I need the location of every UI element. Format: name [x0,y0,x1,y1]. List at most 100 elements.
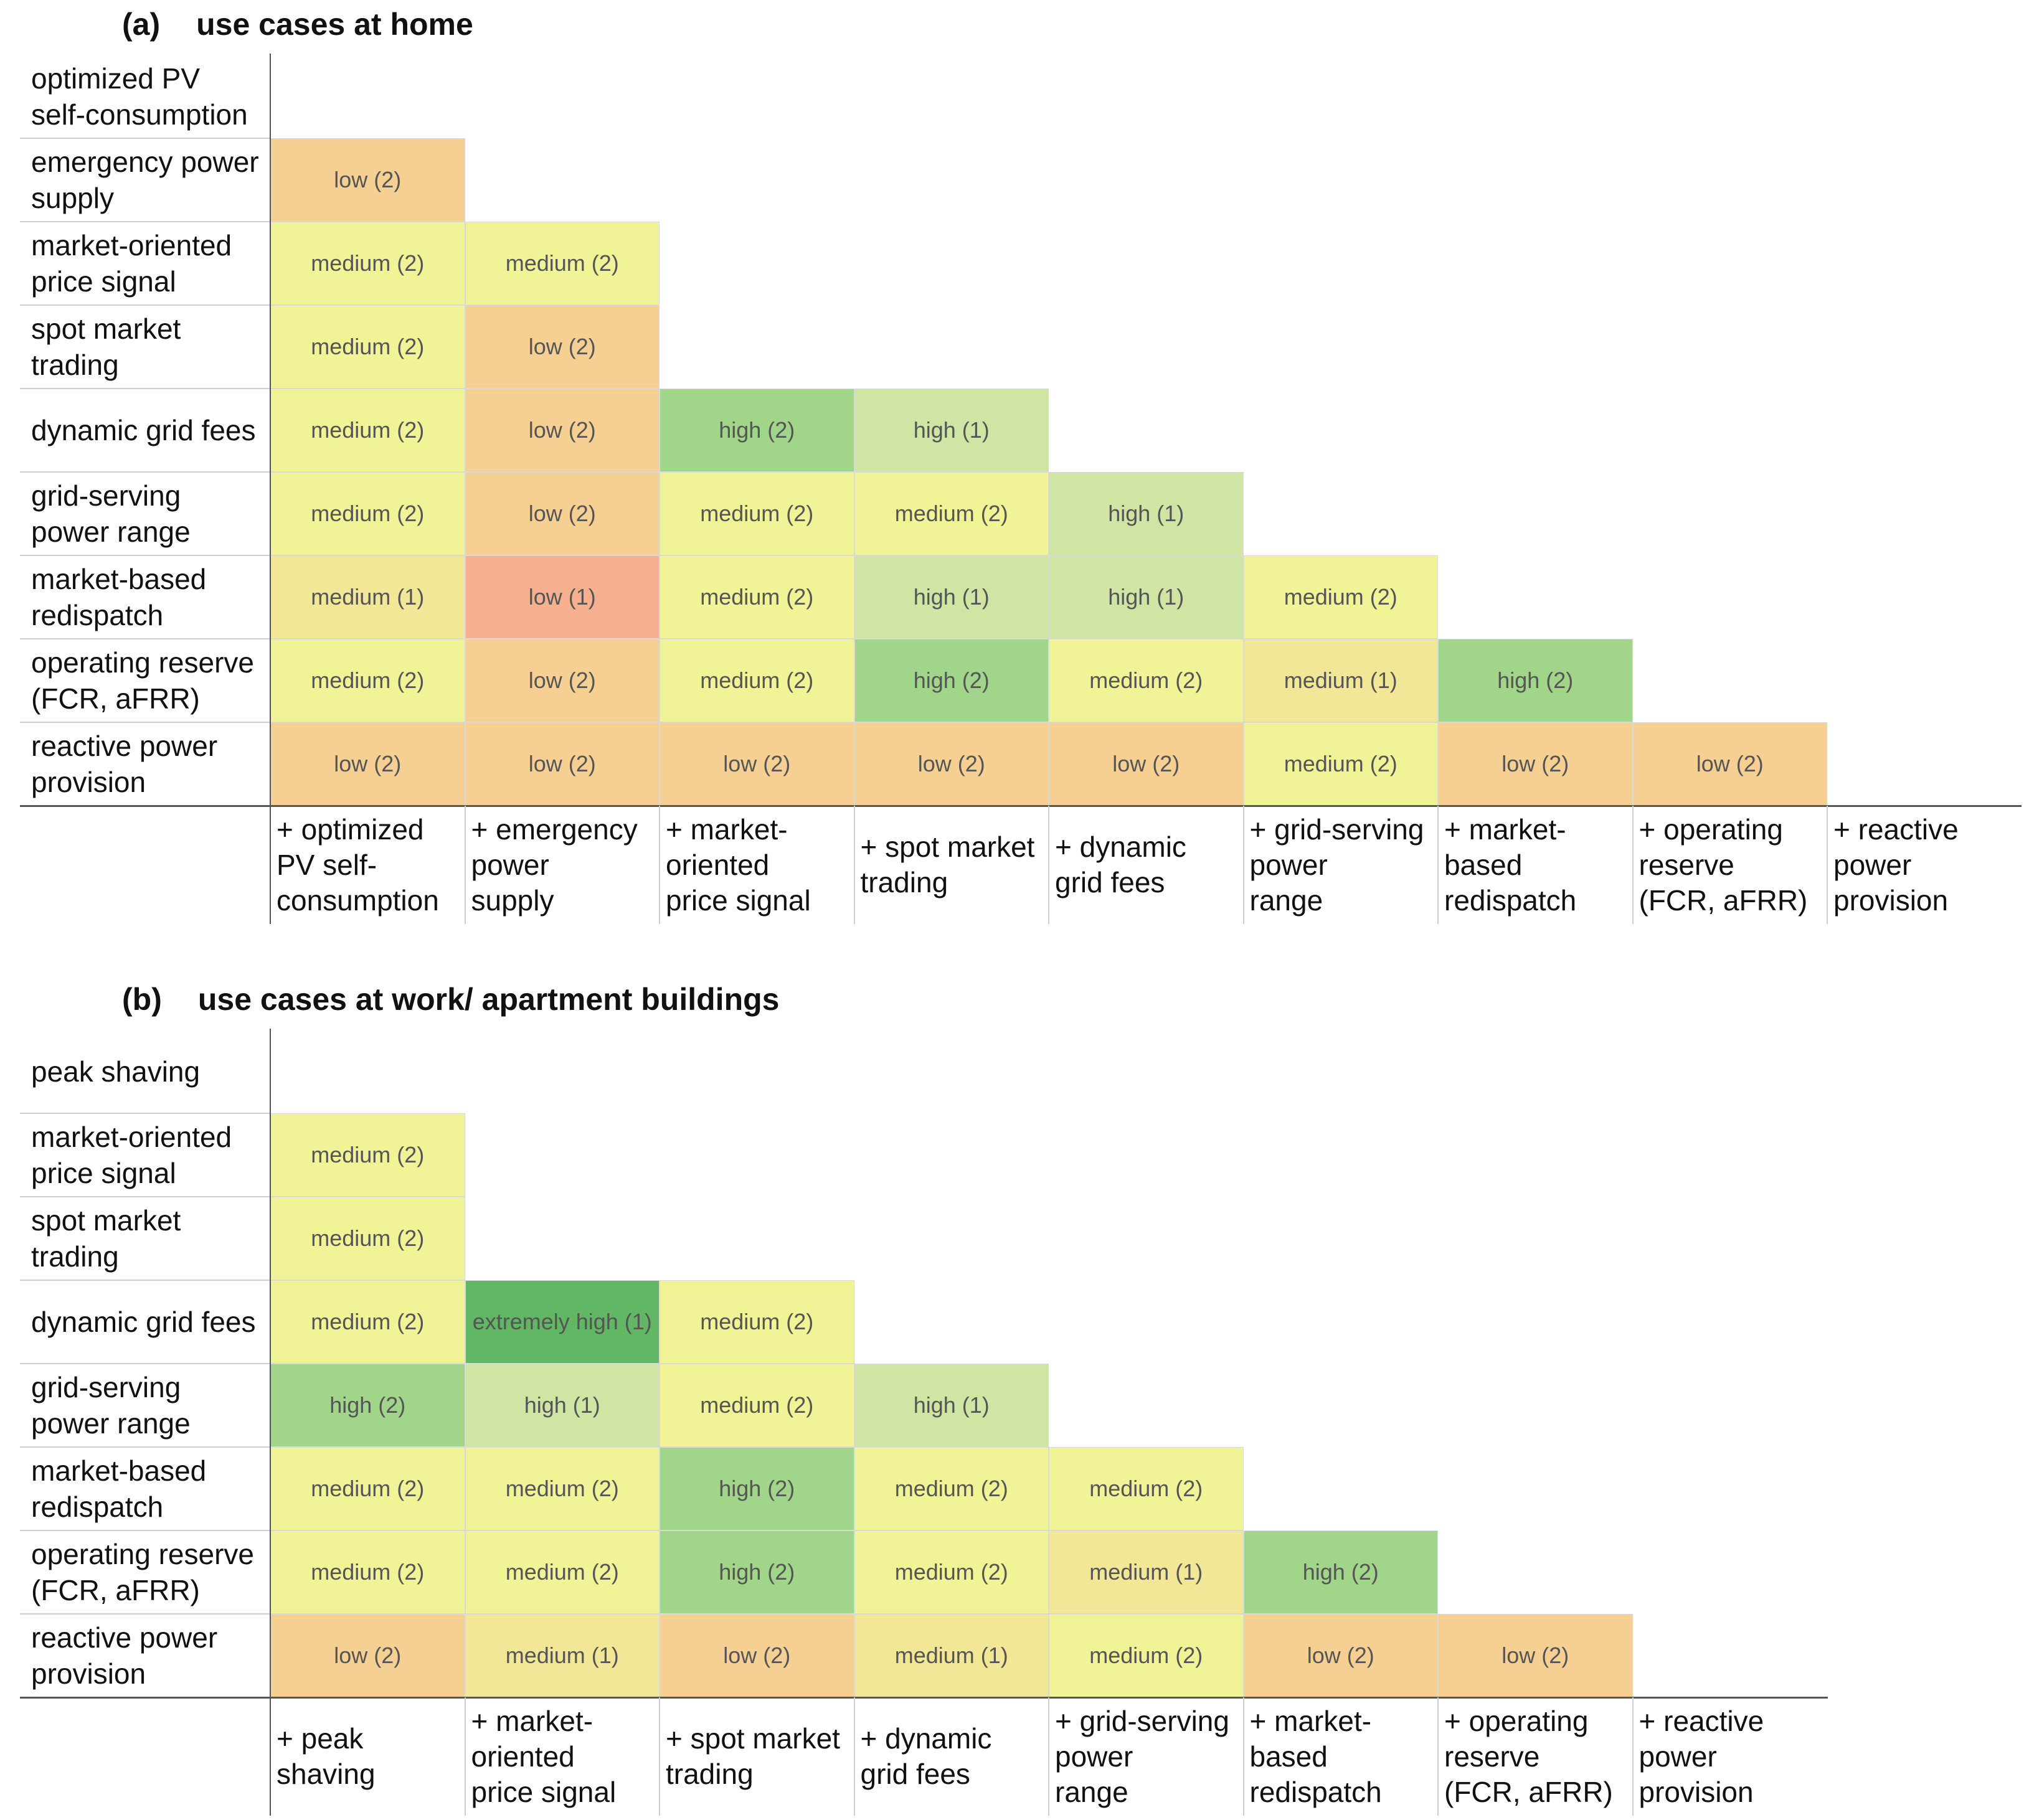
row-separator [20,1280,270,1281]
row-separator [20,304,270,306]
horizontal-axis-line [20,1697,1828,1699]
row-label-text: operating reserve (FCR, aFRR) [31,646,254,715]
panel-label: (a) [122,7,161,42]
panel-label: (b) [122,982,162,1017]
heatmap-cell: low (2) [465,389,660,472]
heatmap-cell: medium (1) [1049,1530,1244,1614]
heatmap-cell: high (1) [1049,555,1244,639]
column-divider [1048,1697,1049,1816]
row-label: emergency power supply [31,138,268,222]
heatmap-cell: high (2) [1243,1530,1438,1614]
heatmap-cell: medium (2) [270,639,465,722]
column-divider [1437,806,1439,924]
column-label-text: + dynamic grid fees [1055,831,1186,898]
column-label-text: + market- based redispatch [1444,813,1577,917]
row-label-text: dynamic grid fees [31,1306,256,1338]
row-separator [20,221,270,222]
heatmap-cell: high (1) [1049,472,1244,555]
heatmap-cell: medium (2) [270,1197,465,1280]
horizontal-axis-line [20,805,2022,807]
vertical-axis-line [270,54,271,806]
column-label-text: + reactive power provision [1639,1704,1764,1808]
column-label: + market- based redispatch [1444,809,1630,920]
heatmap-cell: medium (2) [270,1530,465,1614]
heatmap-cell: low (2) [1243,1614,1438,1697]
panel-title-text: use cases at home [196,7,473,42]
heatmap-cell: low (2) [1632,722,1827,806]
panel-title-text: use cases at work/ apartment buildings [197,982,780,1017]
column-divider [464,806,466,924]
column-label: + emergency power supply [471,809,658,920]
row-label: dynamic grid fees [31,389,268,472]
row-label: reactive power provision [31,722,268,806]
row-label-text: market-oriented price signal [31,1121,232,1189]
heatmap-cell: medium (2) [270,222,465,305]
row-separator [20,1446,270,1448]
column-label: + reactive power provision [1833,809,2020,920]
heatmap-cell: high (1) [465,1364,660,1447]
column-label: + grid-serving power range [1055,1701,1241,1812]
heatmap-cell: low (2) [1438,722,1633,806]
column-divider [464,1697,466,1816]
column-divider [1632,806,1634,924]
row-label: optimized PV self-consumption [31,55,268,138]
row-label: reactive power provision [31,1614,268,1697]
heatmap-cell: low (2) [465,472,660,555]
row-label-text: grid-serving power range [31,479,191,548]
heatmap-cell: high (2) [660,389,854,472]
heatmap-cell: low (2) [270,138,465,222]
column-divider [270,806,271,924]
column-label-text: + optimized PV self- consumption [277,813,439,917]
heatmap-cell: medium (2) [1049,1614,1244,1697]
column-divider [1632,1697,1634,1816]
heatmap-cell: high (2) [270,1364,465,1447]
row-separator [20,1363,270,1364]
column-label: + operating reserve (FCR, aFRR) [1639,809,1825,920]
row-separator [20,1196,270,1197]
heatmap-cell: low (1) [465,555,660,639]
row-separator [20,471,270,473]
heatmap-cell: medium (2) [1049,639,1244,722]
row-label-text: spot market trading [31,313,181,381]
heatmap-cell: medium (2) [660,639,854,722]
heatmap-cell: medium (1) [270,555,465,639]
heatmap-cell: high (1) [854,555,1049,639]
row-label: peak shaving [31,1030,268,1113]
row-label: market-oriented price signal [31,1113,268,1197]
heatmap-cell: low (2) [465,722,660,806]
heatmap-cell: low (2) [854,722,1049,806]
row-label-text: market-based redispatch [31,1455,207,1523]
row-separator [20,388,270,389]
column-divider [1048,806,1049,924]
row-label-text: emergency power supply [31,146,259,214]
column-label: + spot market trading [666,1701,852,1812]
column-label-text: + peak shaving [277,1722,376,1790]
row-separator [20,1613,270,1615]
heatmap-cell: medium (1) [465,1614,660,1697]
column-label: + dynamic grid fees [1055,809,1241,920]
row-label-text: spot market trading [31,1204,181,1273]
heatmap-cell: low (2) [660,1614,854,1697]
heatmap-cell: medium (1) [854,1614,1049,1697]
heatmap-cell: low (2) [1438,1614,1633,1697]
heatmap-cell: high (1) [854,1364,1049,1447]
heatmap-cell: medium (2) [1049,1447,1244,1530]
column-label-text: + operating reserve (FCR, aFRR) [1444,1704,1613,1808]
column-label-text: + market- oriented price signal [471,1704,617,1808]
heatmap-cell: low (2) [270,1614,465,1697]
heatmap-cell: medium (2) [660,472,854,555]
row-label: dynamic grid fees [31,1280,268,1364]
heatmap-cell: medium (2) [465,222,660,305]
column-label-text: + spot market trading [860,831,1035,898]
row-separator [20,722,270,723]
heatmap-cell: low (2) [465,305,660,389]
heatmap-cell: low (2) [465,639,660,722]
row-separator [20,1530,270,1531]
column-divider [1827,806,1828,924]
row-label-text: peak shaving [31,1055,201,1088]
heatmap-cell: medium (2) [660,555,854,639]
column-label: + dynamic grid fees [861,1701,1047,1812]
column-label-text: + grid-serving power range [1055,1704,1229,1808]
column-divider [853,806,855,924]
vertical-axis-line [270,1029,271,1697]
